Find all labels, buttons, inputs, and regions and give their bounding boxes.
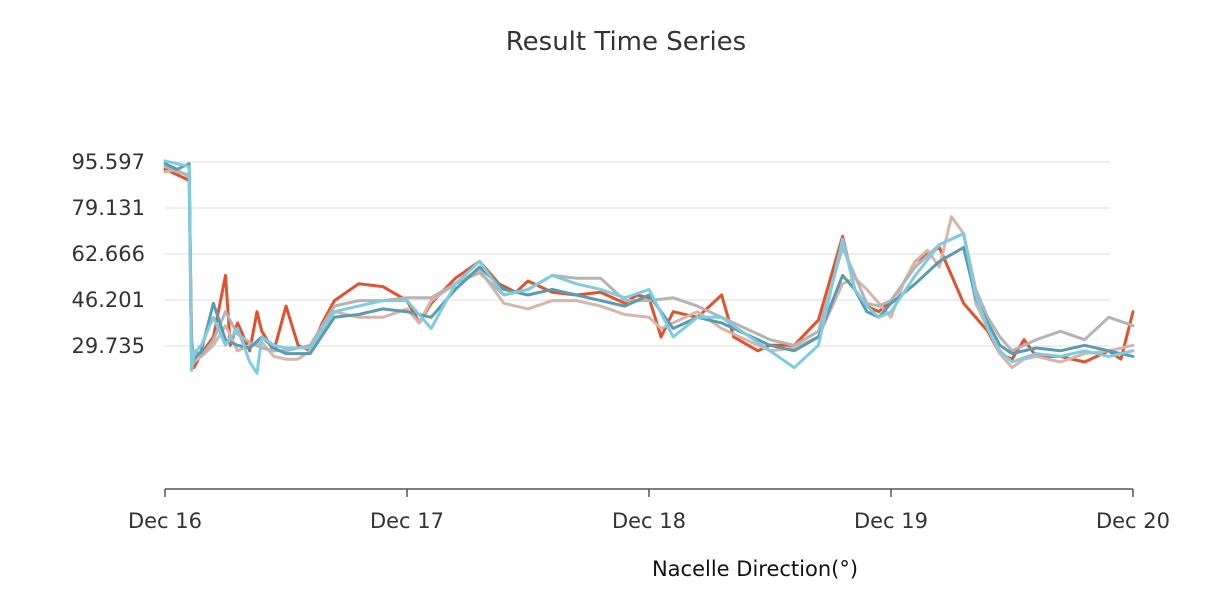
series-line-1 [163,167,1135,370]
x-axis-ticks: Dec 16 Dec 17 Dec 18 Dec 19 Dec 20 [128,489,1170,533]
x-tick-label: Dec 19 [854,509,928,533]
chart-title: Result Time Series [506,27,746,57]
series-line-5 [163,159,1135,375]
series-line-2 [163,167,1135,370]
y-tick-label: 62.666 [72,242,145,266]
series-line-3 [163,165,1135,367]
series-layer [163,159,1135,375]
y-tick-label: 95.597 [72,150,145,174]
x-tick-label: Dec 16 [128,509,202,533]
x-axis-label: Nacelle Direction(°) [652,557,858,581]
y-tick-label: 29.735 [72,334,145,358]
series-line-4 [163,162,1135,370]
x-tick-label: Dec 17 [370,509,444,533]
x-tick-label: Dec 18 [612,509,686,533]
x-tick-label: Dec 20 [1096,509,1170,533]
y-tick-label: 46.201 [72,288,145,312]
y-tick-label: 79.131 [72,196,145,220]
gridlines [165,161,1110,347]
y-axis-ticks: 95.597 79.131 62.666 46.201 29.735 [72,150,145,358]
